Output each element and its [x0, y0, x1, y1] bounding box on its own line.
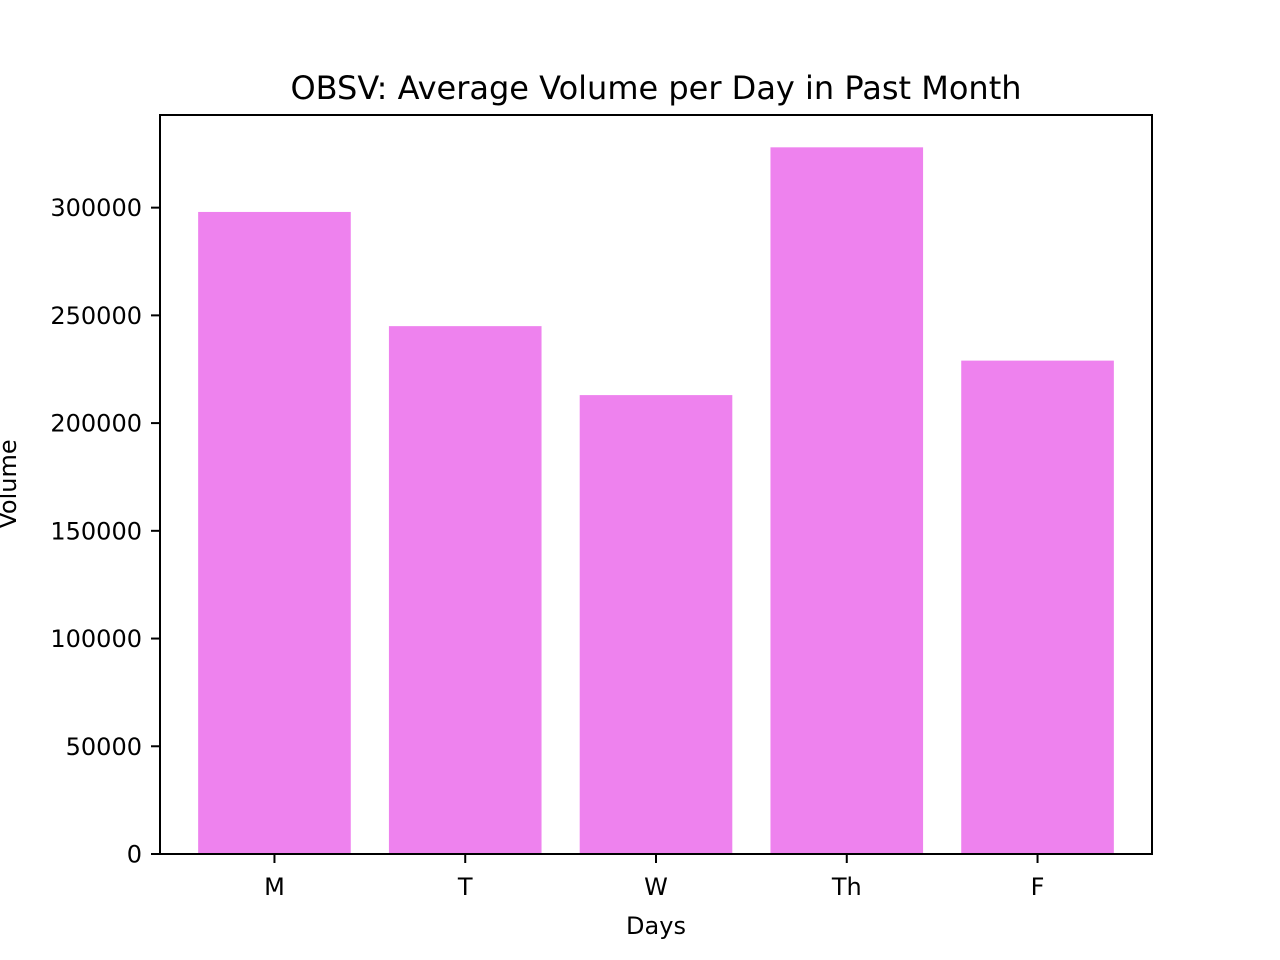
bar-M — [198, 211, 351, 854]
y-tick-label: 0 — [127, 841, 142, 869]
x-tick-label: W — [644, 873, 668, 901]
x-tick-label: Th — [831, 873, 862, 901]
x-axis-label: Days — [626, 912, 686, 940]
y-tick-label: 50000 — [66, 733, 142, 761]
bar-T — [388, 326, 542, 854]
y-tick-label: 100000 — [50, 625, 142, 653]
x-tick-label: M — [264, 873, 285, 901]
bar-W — [579, 395, 733, 854]
y-tick-label: 150000 — [50, 517, 142, 545]
bars — [198, 147, 1114, 854]
x-tick-label: T — [457, 873, 473, 901]
y-axis-label: Volume — [0, 439, 22, 528]
y-tick-label: 200000 — [50, 410, 142, 438]
plot-frame — [159, 114, 1153, 855]
bar-F — [961, 360, 1114, 854]
chart-title: OBSV: Average Volume per Day in Past Mon… — [290, 69, 1021, 107]
x-axis-ticks: M T W Th F — [264, 854, 1044, 901]
x-tick-label: F — [1031, 873, 1045, 901]
y-tick-label: 250000 — [50, 302, 142, 330]
y-tick-label: 300000 — [50, 194, 142, 222]
bar-Th — [770, 147, 924, 854]
y-axis-ticks: 0 50000 100000 150000 200000 250000 300000 — [50, 194, 160, 869]
